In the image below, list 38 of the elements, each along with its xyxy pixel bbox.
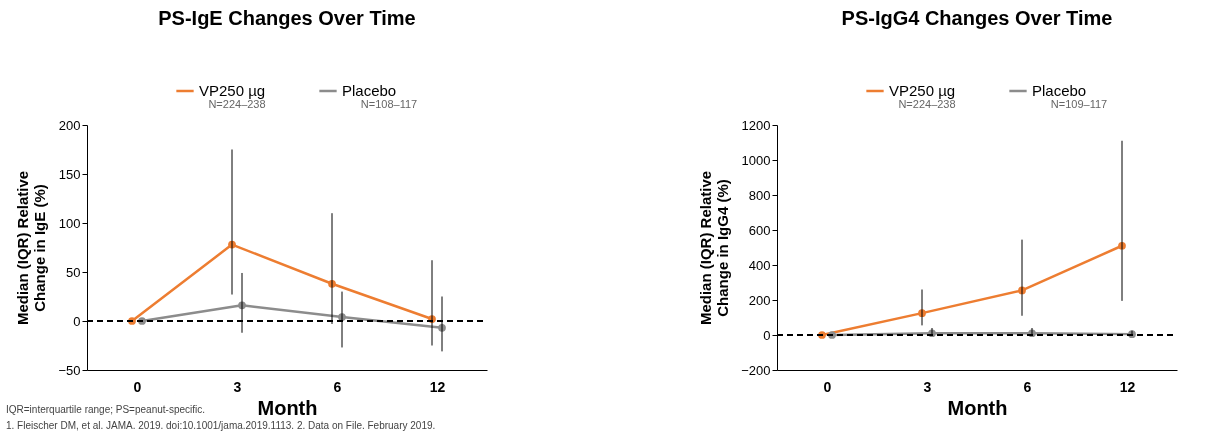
y-tick-label: 200 bbox=[748, 292, 771, 308]
y-tick-label: 400 bbox=[748, 257, 771, 273]
text: 1. Fleischer DM, et al. JAMA. 2019. doi:10.1001/jama.2019.1113. 2. Data on File. February 2019. bbox=[6, 419, 436, 433]
y-tick-label: 50 bbox=[66, 264, 81, 280]
y-tick-label: 1000 bbox=[741, 152, 771, 168]
x-tick-label: 0 bbox=[133, 378, 142, 395]
y-tick-label: 800 bbox=[748, 187, 771, 203]
x-tick-label: 3 bbox=[923, 378, 932, 395]
x-tick-label: 12 bbox=[429, 378, 446, 395]
legend-label: VP250 µg bbox=[199, 82, 266, 99]
x-tick-label: 6 bbox=[1023, 378, 1032, 395]
text: N=224–238 bbox=[898, 98, 956, 110]
y-tick-label: 0 bbox=[763, 327, 771, 343]
x-axis-title: Month bbox=[947, 396, 1008, 419]
chart-title: PS-IgE Changes Over Time bbox=[158, 7, 416, 29]
y-tick-label: 150 bbox=[58, 166, 81, 182]
text: N=108–117 bbox=[360, 98, 418, 110]
text: N=224–238 bbox=[208, 98, 266, 110]
y-axis-title: Median (IQR) Relative Change in IgG4 (%) bbox=[697, 170, 732, 326]
x-tick-label: 12 bbox=[1119, 378, 1136, 395]
x-tick-label: 0 bbox=[823, 378, 832, 395]
legend-label: VP250 µg bbox=[889, 82, 956, 99]
legend-label: Placebo bbox=[1032, 82, 1087, 99]
text: IQR=interquartile range; PS=peanut-specific. bbox=[6, 404, 205, 415]
legend-label: Placebo bbox=[342, 82, 397, 99]
x-axis-title: Month bbox=[257, 396, 318, 419]
y-tick-label: −50 bbox=[58, 362, 81, 378]
y-tick-label: 1200 bbox=[741, 117, 771, 133]
y-tick-label: 100 bbox=[58, 215, 81, 231]
y-tick-label: 200 bbox=[58, 117, 81, 133]
y-tick-label: 0 bbox=[73, 313, 81, 329]
x-tick-label: 6 bbox=[333, 378, 342, 395]
y-tick-label: 600 bbox=[748, 222, 771, 238]
y-tick-label: −200 bbox=[741, 362, 771, 378]
y-axis-title: Median (IQR) Relative Change in IgE (%) bbox=[14, 170, 49, 326]
text: N=109–117 bbox=[1050, 98, 1108, 110]
chart-title: PS-IgG4 Changes Over Time bbox=[841, 7, 1113, 29]
x-tick-label: 3 bbox=[233, 378, 242, 395]
